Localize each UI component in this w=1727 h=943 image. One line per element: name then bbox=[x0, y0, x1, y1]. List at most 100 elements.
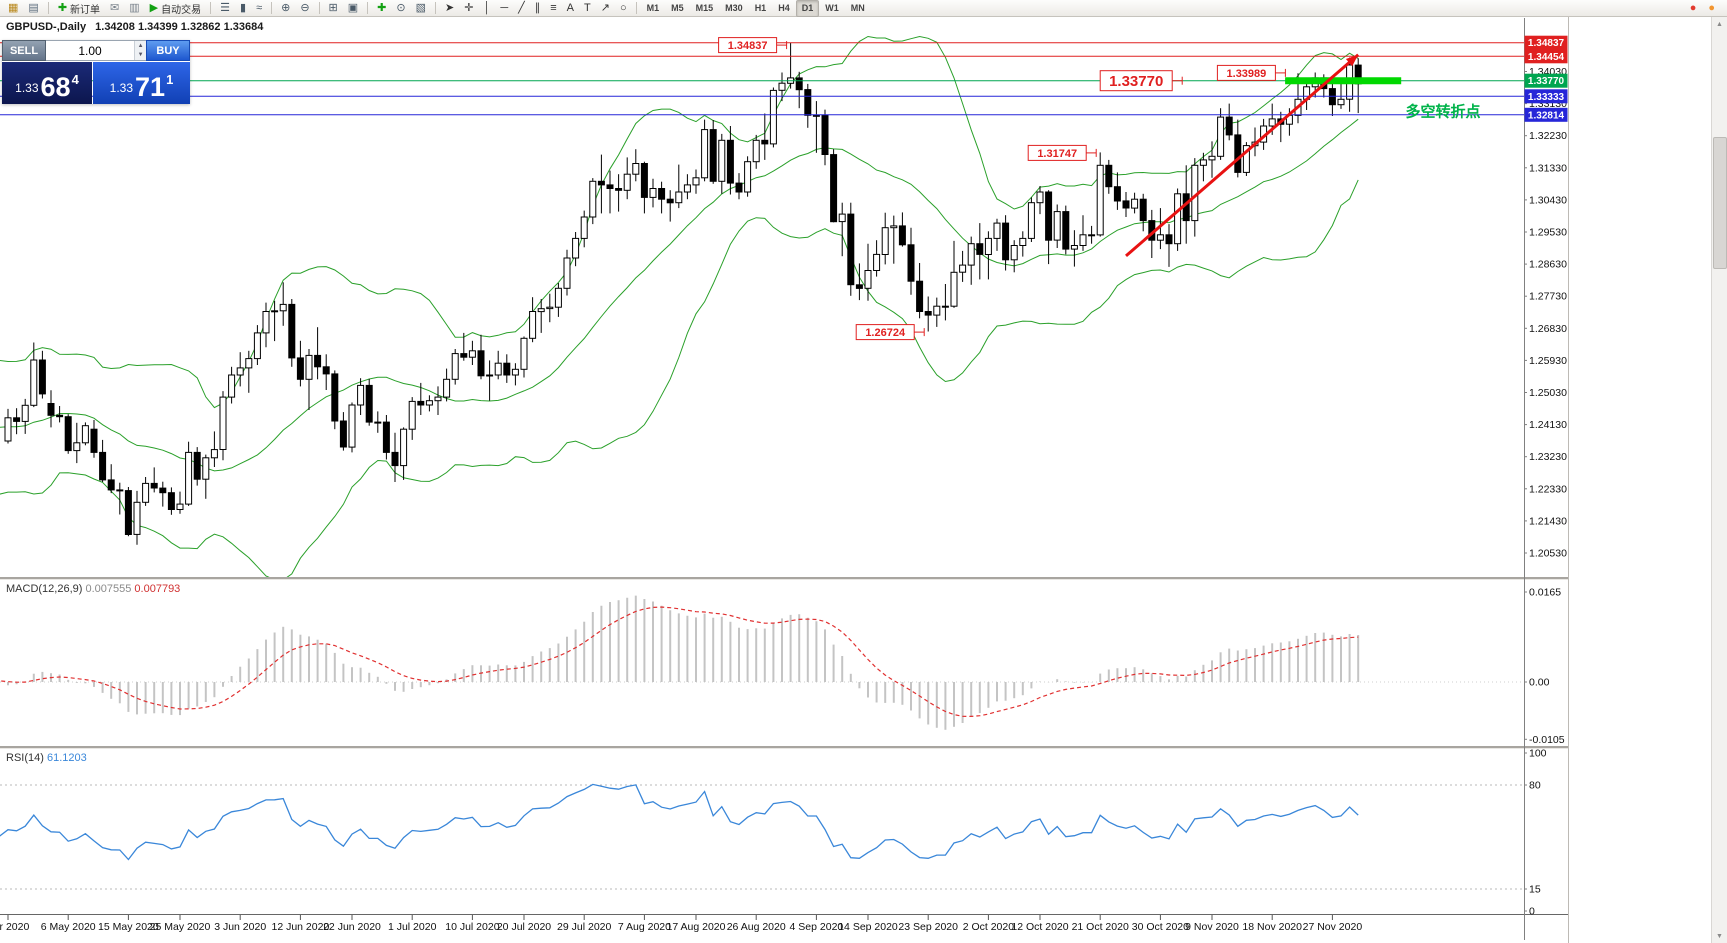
text-button[interactable]: A bbox=[562, 0, 579, 17]
candle bbox=[322, 366, 330, 375]
candle bbox=[984, 237, 992, 255]
templates-button[interactable]: ▧ bbox=[411, 0, 431, 17]
channel-button[interactable]: ∥ bbox=[530, 0, 546, 17]
toolbar-group-objects: ➤ ✛ │ ─ ╱ ∥ ≡ A T ↗ ○ bbox=[440, 0, 632, 16]
line-chart-icon: ≈ bbox=[256, 1, 263, 14]
notifications-button[interactable]: ● bbox=[1703, 0, 1720, 17]
zoom-in-button[interactable]: ⊕ bbox=[276, 0, 295, 17]
toolbar-separator bbox=[435, 2, 437, 14]
candle bbox=[1156, 234, 1164, 241]
connection-status-button[interactable]: ● bbox=[1685, 0, 1702, 17]
tf-m15-button[interactable]: M15 bbox=[690, 0, 720, 17]
candle bbox=[830, 154, 838, 223]
cursor-button[interactable]: ➤ bbox=[440, 0, 459, 17]
cursor-icon: ➤ bbox=[445, 1, 455, 14]
candle bbox=[838, 213, 846, 223]
arrows-button[interactable]: ↗ bbox=[596, 0, 615, 17]
price-callout[interactable]: 1.31747 bbox=[1027, 144, 1097, 161]
horizontal-line-icon: ─ bbox=[500, 1, 509, 14]
date-tick-label: 23 Sep 2020 bbox=[898, 921, 958, 933]
price-level-badge: 1.34837 bbox=[1524, 35, 1568, 50]
trend-arrow[interactable] bbox=[1125, 53, 1360, 258]
scrollbar-down-icon[interactable]: ▼ bbox=[1716, 932, 1723, 940]
auto-trading-button[interactable]: ▶ 自动交易 bbox=[145, 0, 206, 17]
line-chart-button[interactable]: ≈ bbox=[251, 0, 267, 17]
orange-dot-icon: ● bbox=[1708, 1, 1715, 14]
new-order-button[interactable]: ✚ 新订单 bbox=[53, 0, 105, 17]
macd-label: MACD(12,26,9) 0.007555 0.007793 bbox=[6, 583, 180, 595]
date-tick-label: 30 Oct 2020 bbox=[1132, 921, 1189, 933]
volume-up-button[interactable]: ▲ bbox=[135, 41, 146, 51]
tf-h1-button[interactable]: H1 bbox=[749, 0, 773, 17]
profiles-button[interactable]: ▤ bbox=[23, 0, 43, 17]
vertical-scrollbar[interactable]: ▲ ▼ bbox=[1711, 17, 1727, 943]
tile-windows-button[interactable]: ⊞ bbox=[324, 0, 343, 17]
tf-w1-button[interactable]: W1 bbox=[819, 0, 845, 17]
candle bbox=[520, 337, 528, 370]
price-callout[interactable]: 1.34837 bbox=[718, 37, 788, 54]
candle bbox=[1062, 211, 1070, 250]
pane-separator[interactable] bbox=[0, 577, 1568, 579]
candlestick-chart-button[interactable]: ▮ bbox=[235, 0, 251, 17]
bar-chart-button[interactable]: ☰ bbox=[215, 0, 235, 17]
crosshair-button[interactable]: ✛ bbox=[459, 0, 478, 17]
trendline-button[interactable]: ╱ bbox=[513, 0, 530, 17]
candle bbox=[228, 374, 236, 398]
price-callout[interactable]: 1.33770 bbox=[1099, 70, 1183, 92]
tf-mn-button[interactable]: MN bbox=[845, 0, 871, 17]
trend-arrow-line[interactable] bbox=[1125, 53, 1360, 258]
cascade-windows-button[interactable]: ▣ bbox=[343, 0, 363, 17]
fibonacci-button[interactable]: ≡ bbox=[545, 0, 561, 17]
price-level-badge: 1.32814 bbox=[1524, 107, 1568, 122]
alerts-button[interactable]: ✉ bbox=[105, 0, 124, 17]
price-level-badge: 1.34454 bbox=[1524, 49, 1568, 64]
tf-m5-button[interactable]: M5 bbox=[665, 0, 690, 17]
tile-windows-icon: ⊞ bbox=[328, 1, 338, 14]
tf-m1-button[interactable]: M1 bbox=[641, 0, 666, 17]
tf-d1-button[interactable]: D1 bbox=[795, 0, 820, 17]
candle bbox=[107, 479, 115, 491]
bar-chart-icon: ☰ bbox=[220, 1, 230, 14]
pane-separator[interactable] bbox=[0, 746, 1568, 748]
buy-button[interactable]: BUY bbox=[146, 40, 190, 61]
candle bbox=[649, 188, 657, 198]
price-tick-label: 1.21430 bbox=[1529, 515, 1567, 527]
sell-button[interactable]: SELL bbox=[2, 40, 46, 61]
new-chart-button[interactable]: ▦ bbox=[3, 0, 23, 17]
price-callout[interactable]: 1.26724 bbox=[855, 324, 925, 341]
vertical-line-button[interactable]: │ bbox=[478, 0, 495, 17]
price-callout[interactable]: 1.33989 bbox=[1216, 64, 1286, 81]
text-label-button[interactable]: T bbox=[579, 0, 596, 17]
date-tick-label: 12 Jun 2020 bbox=[271, 921, 329, 933]
volume-down-button[interactable]: ▼ bbox=[135, 50, 146, 60]
indicators-button[interactable]: ✚ bbox=[372, 0, 391, 17]
horizontal-line-button[interactable]: ─ bbox=[495, 0, 513, 17]
sell-price-quote[interactable]: 1.33 68 4 bbox=[2, 62, 92, 104]
candle bbox=[494, 362, 502, 376]
candle bbox=[675, 191, 683, 204]
tf-mn-label: MN bbox=[850, 3, 865, 13]
shapes-button[interactable]: ○ bbox=[615, 0, 632, 17]
date-tick-label: 26 Aug 2020 bbox=[727, 921, 786, 933]
tf-h4-button[interactable]: H4 bbox=[772, 0, 796, 17]
candle bbox=[382, 421, 390, 453]
periods-button[interactable]: ⊙ bbox=[391, 0, 410, 17]
macd-signal-line bbox=[0, 606, 1359, 718]
tf-m30-button[interactable]: M30 bbox=[719, 0, 749, 17]
date-tick-label: 2 Oct 2020 bbox=[963, 921, 1015, 933]
candle bbox=[296, 357, 304, 380]
scrollbar-up-icon[interactable]: ▲ bbox=[1716, 20, 1723, 28]
candle bbox=[219, 396, 227, 451]
market-watch-button[interactable]: ▥ bbox=[124, 0, 144, 17]
list-icon: ▥ bbox=[129, 1, 140, 14]
buy-price-quote[interactable]: 1.33 71 1 bbox=[93, 62, 190, 104]
toolbar-separator bbox=[210, 2, 212, 14]
date-tick-label: 17 Aug 2020 bbox=[667, 921, 726, 933]
volume-input[interactable] bbox=[46, 41, 135, 60]
zoom-out-button[interactable]: ⊖ bbox=[295, 0, 314, 17]
scrollbar-thumb[interactable] bbox=[1713, 137, 1727, 269]
candle bbox=[451, 353, 459, 380]
tf-m30-label: M30 bbox=[725, 3, 743, 13]
annotation-text[interactable]: 多空转折点 bbox=[1406, 103, 1481, 121]
